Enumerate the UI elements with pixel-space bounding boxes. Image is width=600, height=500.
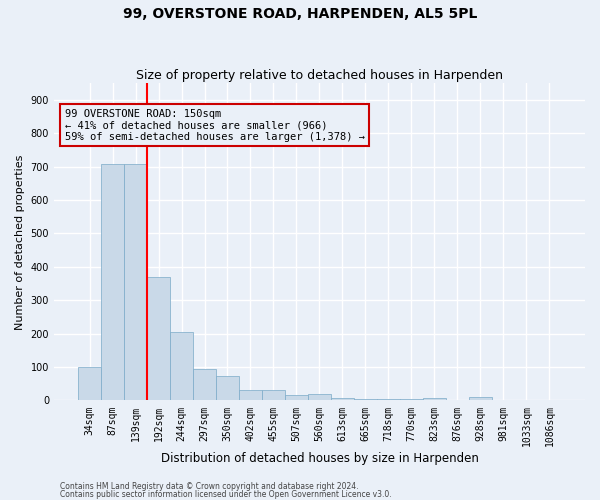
Bar xyxy=(377,399,400,400)
Bar xyxy=(78,367,101,400)
Bar xyxy=(331,398,354,400)
Bar xyxy=(262,390,285,400)
Bar xyxy=(170,332,193,400)
Bar xyxy=(469,397,492,400)
Bar xyxy=(354,399,377,400)
Bar xyxy=(423,398,446,400)
Bar xyxy=(400,399,423,400)
Bar xyxy=(147,277,170,400)
Y-axis label: Number of detached properties: Number of detached properties xyxy=(15,154,25,330)
Bar xyxy=(216,376,239,400)
Bar xyxy=(124,164,147,400)
Text: Contains public sector information licensed under the Open Government Licence v3: Contains public sector information licen… xyxy=(60,490,392,499)
Bar xyxy=(101,164,124,400)
Text: 99 OVERSTONE ROAD: 150sqm
← 41% of detached houses are smaller (966)
59% of semi: 99 OVERSTONE ROAD: 150sqm ← 41% of detac… xyxy=(65,108,365,142)
Bar xyxy=(239,390,262,400)
Bar xyxy=(193,368,216,400)
Title: Size of property relative to detached houses in Harpenden: Size of property relative to detached ho… xyxy=(136,69,503,82)
Text: Contains HM Land Registry data © Crown copyright and database right 2024.: Contains HM Land Registry data © Crown c… xyxy=(60,482,359,491)
Bar xyxy=(285,395,308,400)
X-axis label: Distribution of detached houses by size in Harpenden: Distribution of detached houses by size … xyxy=(161,452,478,465)
Bar xyxy=(308,394,331,400)
Text: 99, OVERSTONE ROAD, HARPENDEN, AL5 5PL: 99, OVERSTONE ROAD, HARPENDEN, AL5 5PL xyxy=(123,8,477,22)
